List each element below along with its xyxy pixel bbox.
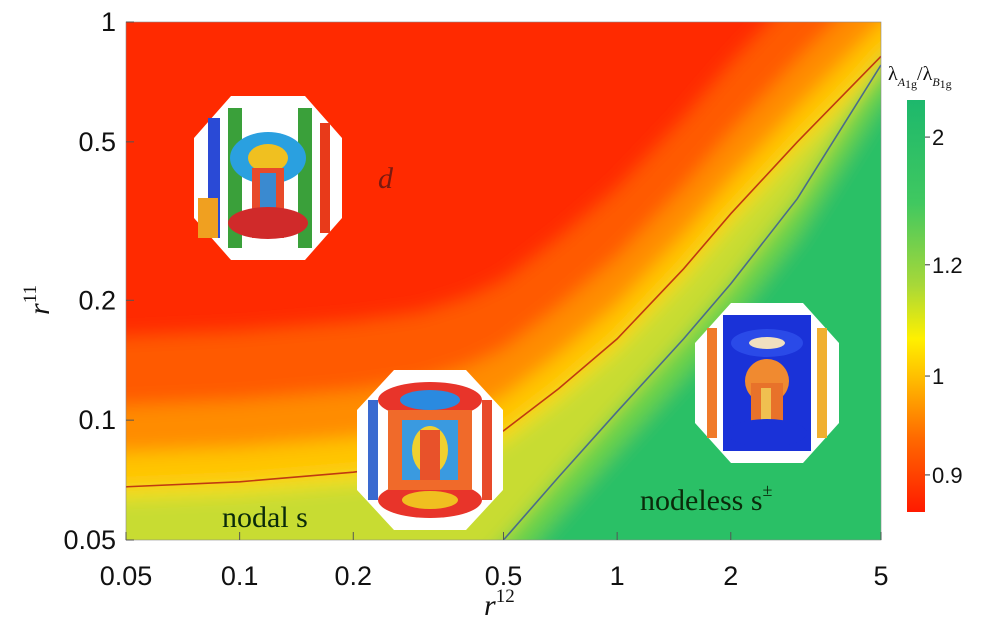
nodeless-s-fermi-surface-inset [695,303,839,463]
colorbar-tick-label: 1 [932,364,944,389]
x-tick-label: 5 [873,561,888,591]
x-axis-label: r12 [484,586,515,622]
y-tick-label: 0.1 [78,405,116,435]
region-label-nodal-s: nodal s [222,501,308,534]
y-tick-label: 0.2 [78,285,116,315]
phase-boundary-line-0 [126,55,881,488]
x-tick-label: 2 [723,561,738,591]
colorbar-tick-label: 2 [932,125,944,150]
phase-boundary-line-1 [502,64,881,540]
y-tick-label: 1 [101,7,116,37]
y-axis-ticks: 0.05 0.1 0.2 0.5 1 [63,7,134,555]
x-tick-label: 0.2 [335,561,373,591]
x-tick-label: 0.05 [100,561,153,591]
y-tick-label: 0.5 [78,127,116,157]
d-wave-fermi-surface-inset [194,96,342,260]
y-axis-label: r11 [20,285,56,315]
region-label-nodeless-s: nodeless s± [640,480,773,517]
colorbar-ticks: 0.9 1 1.2 2 [925,125,963,488]
y-tick-label: 0.05 [63,525,116,555]
x-tick-label: 0.1 [221,561,259,591]
colorbar-tick-label: 0.9 [932,463,963,488]
nodal-s-fermi-surface-inset [357,370,503,530]
x-axis-ticks: 0.05 0.1 0.2 0.5 1 2 5 [100,532,889,591]
x-tick-label: 1 [610,561,625,591]
colorbar: 0.9 1 1.2 2 λA1g/λB1g [888,63,963,512]
colorbar-tick-label: 1.2 [932,253,963,278]
colorbar-title: λA1g/λB1g [888,63,952,91]
x-tick-label: 0.5 [485,561,523,591]
colorbar-gradient [907,100,925,512]
region-label-d: d [378,162,394,195]
